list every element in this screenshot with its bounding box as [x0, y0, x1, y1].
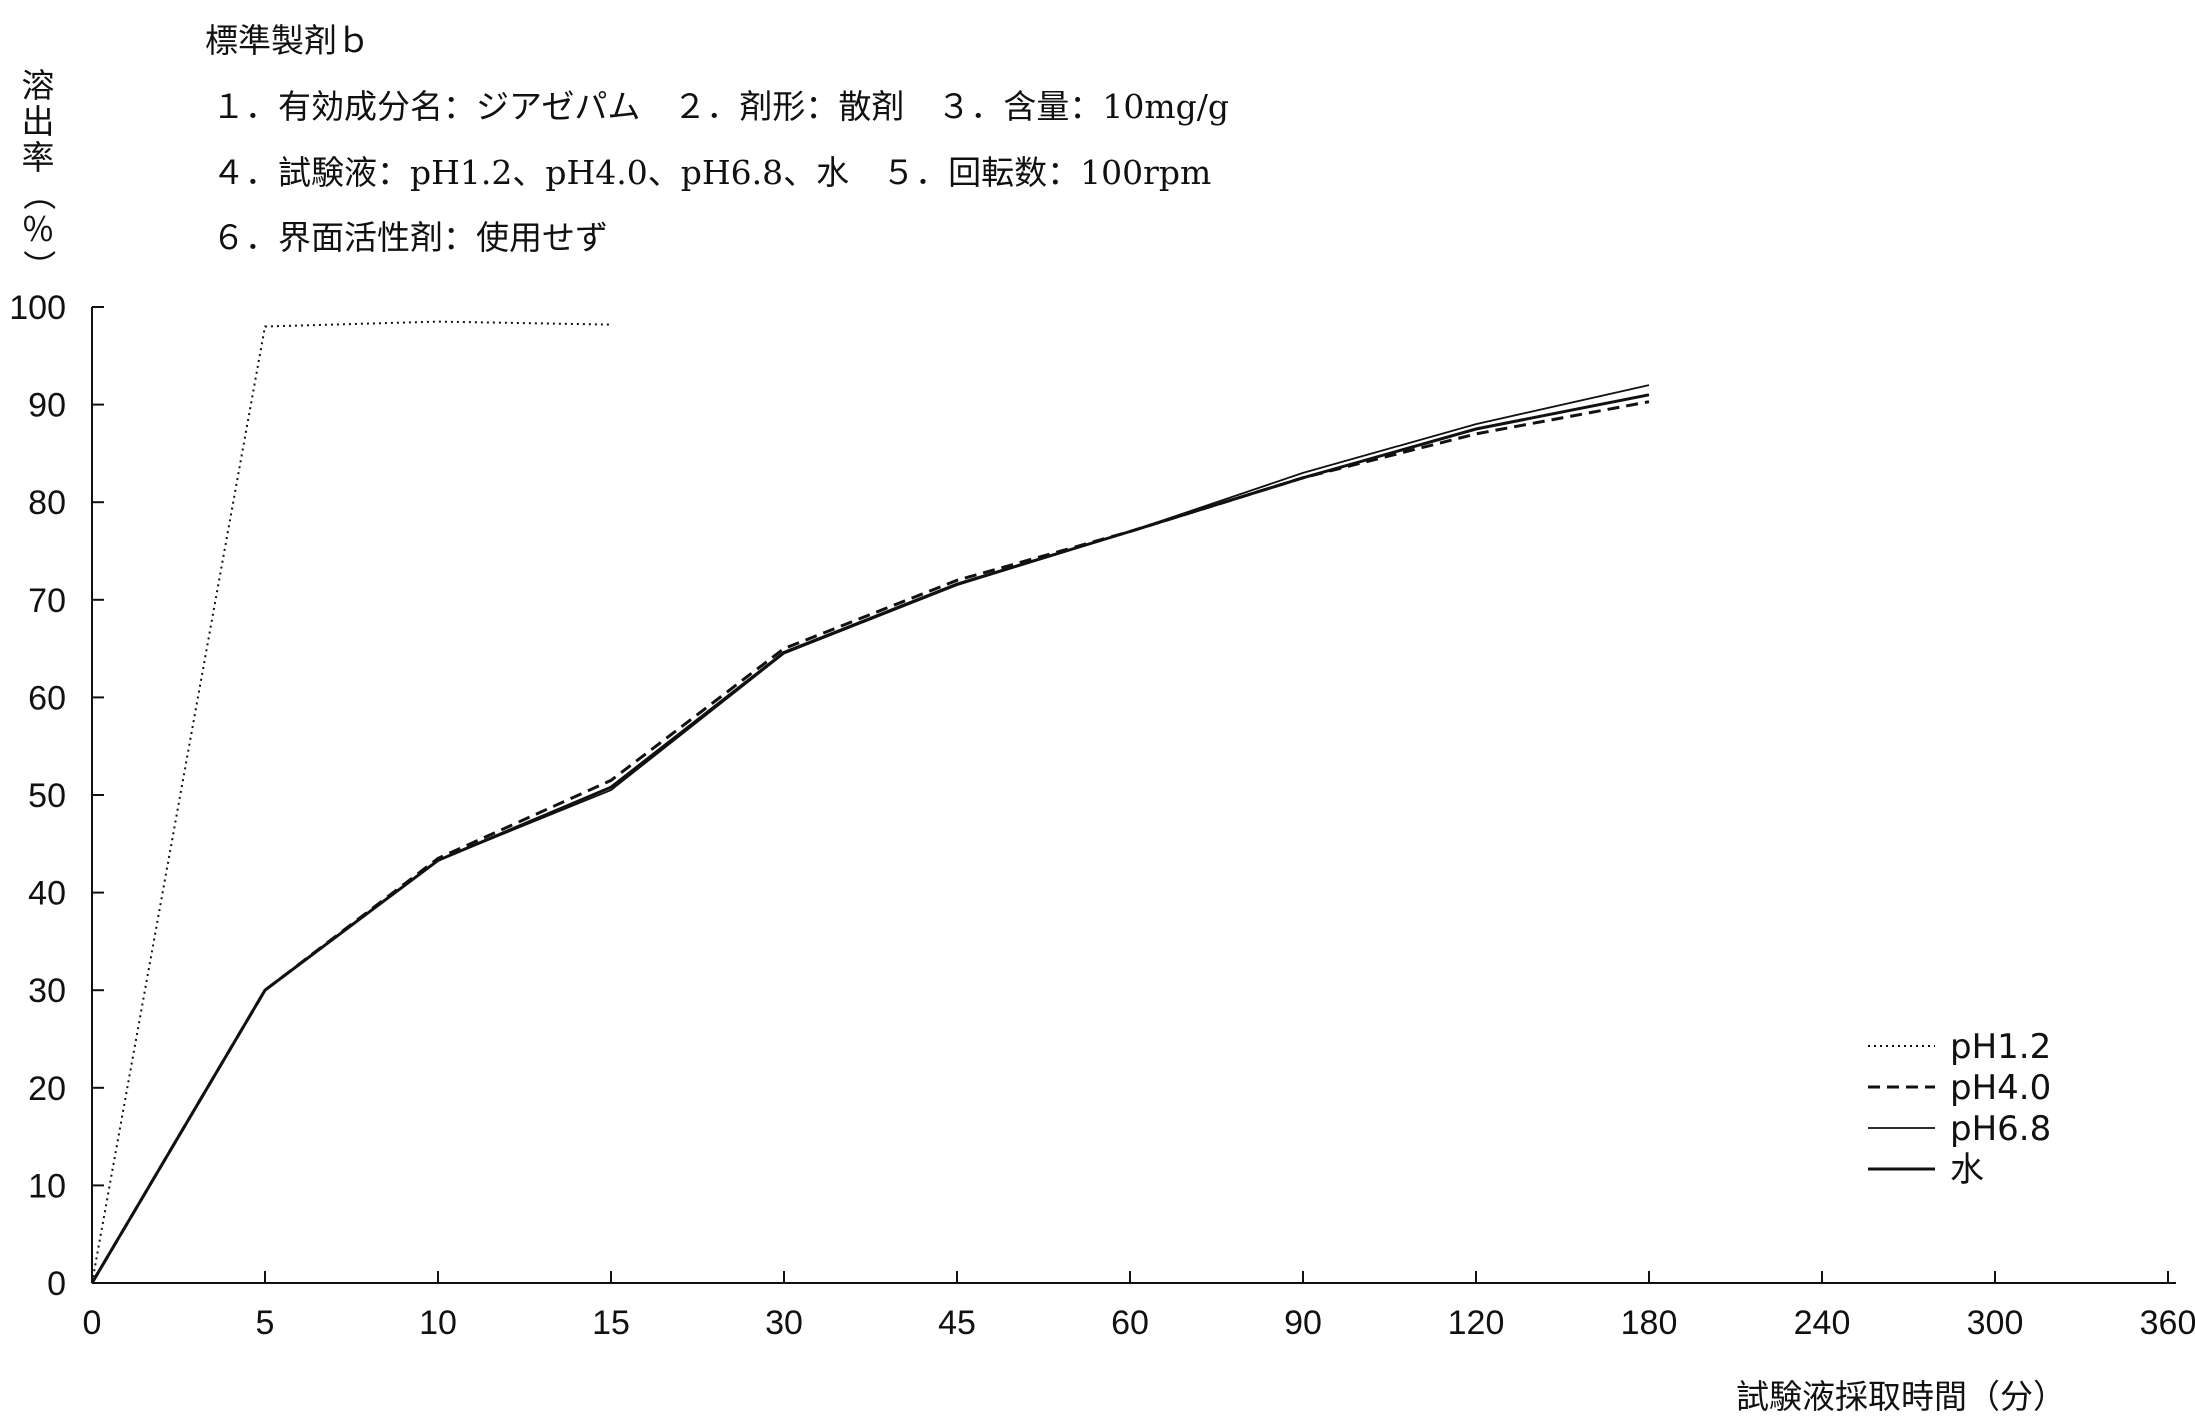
y-tick-label: 0: [47, 1265, 66, 1303]
y-axis-label-char: 率: [21, 138, 55, 177]
legend-label: pH1.2: [1950, 1027, 2051, 1067]
chart-title: 標準製剤ｂ: [205, 21, 370, 60]
x-tick-label: 45: [938, 1304, 976, 1342]
series-line-2: [90, 400, 1650, 1284]
x-tick-label: 60: [1111, 1304, 1149, 1342]
x-tick-label: 10: [419, 1304, 457, 1342]
info-line-1: １．有効成分名：ジアゼパム ２．剤形：散剤 ３．含量：10mg/g: [212, 87, 1229, 126]
y-tick-label: 40: [28, 875, 66, 913]
y-tick-label: 30: [28, 972, 66, 1010]
x-tick-label: 15: [592, 1304, 630, 1342]
y-tick-label: 100: [9, 289, 66, 327]
x-tick-label: 120: [1448, 1304, 1505, 1342]
x-tick-label: 5: [256, 1304, 275, 1342]
x-tick-label: 300: [1967, 1304, 2024, 1342]
y-axis-label-char: ％: [21, 210, 55, 249]
legend-label: pH6.8: [1950, 1109, 2051, 1149]
x-tick-label: 0: [83, 1304, 102, 1342]
series-line-1: [91, 320, 612, 1284]
series-line-4: [90, 393, 1650, 1284]
info-line-2: ４．試験液：pH1.2、pH4.0、pH6.8、水 ５．回転数：100rpm: [212, 153, 1212, 192]
legend-label: pH4.0: [1950, 1068, 2051, 1108]
y-tick-label: 20: [28, 1070, 66, 1108]
y-axis-label-char: 溶: [21, 66, 55, 105]
x-tick-label: 240: [1794, 1304, 1851, 1342]
legend-label: 水: [1950, 1150, 1984, 1190]
x-tick-label: 360: [2140, 1304, 2195, 1342]
y-tick-label: 60: [28, 679, 66, 717]
info-line-3: ６．界面活性剤：使用せず: [212, 218, 608, 257]
x-tick-label: 180: [1621, 1304, 1678, 1342]
x-tick-label: 30: [765, 1304, 803, 1342]
series-line-3: [91, 384, 1650, 1284]
y-axis-label-char: 出: [21, 102, 55, 141]
y-axis-label: 溶出率（％）: [14, 68, 62, 284]
y-tick-label: 50: [28, 777, 66, 815]
y-tick-label: 80: [28, 484, 66, 522]
x-axis-label: 試験液採取時間（分）: [1736, 1377, 2066, 1416]
y-tick-label: 90: [28, 387, 66, 425]
x-tick-label: 90: [1284, 1304, 1322, 1342]
y-tick-label: 10: [28, 1167, 66, 1205]
y-tick-label: 70: [28, 582, 66, 620]
